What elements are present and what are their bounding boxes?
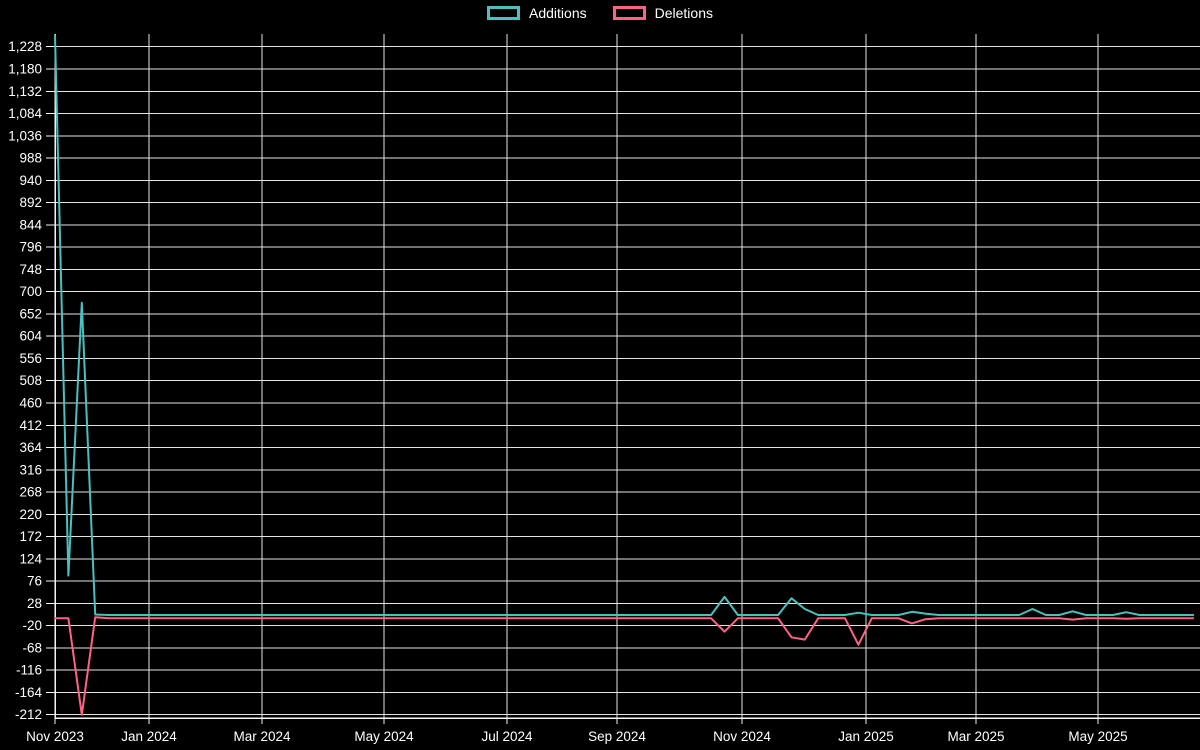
series-line-deletions — [54, 616, 1195, 716]
legend-item-additions[interactable]: Additions — [487, 6, 587, 20]
x-tick-label: Nov 2023 — [26, 729, 84, 744]
y-tick-label: 76 — [27, 574, 42, 589]
y-tick-label: 268 — [19, 485, 42, 500]
y-tick-label: 460 — [19, 396, 42, 411]
y-tick-label: -20 — [22, 618, 42, 633]
y-tick-label: -164 — [15, 685, 43, 700]
y-tick-label: 556 — [19, 351, 42, 366]
legend-label-deletions: Deletions — [654, 5, 713, 21]
y-tick-label: 1,036 — [8, 128, 42, 143]
y-tick-label: 1,228 — [8, 39, 42, 54]
y-tick-label: 172 — [19, 529, 42, 544]
y-tick-label: 364 — [19, 440, 42, 455]
x-tick-label: May 2024 — [354, 729, 414, 744]
x-tick-label: Mar 2024 — [233, 729, 291, 744]
x-tick-label: Jul 2024 — [481, 729, 533, 744]
y-tick-label: 748 — [19, 262, 42, 277]
y-tick-label: 220 — [19, 507, 42, 522]
y-tick-label: 28 — [27, 596, 42, 611]
y-tick-label: 940 — [19, 173, 42, 188]
y-tick-label: -212 — [15, 707, 42, 722]
series-line-additions — [54, 34, 1195, 616]
x-tick-label: May 2025 — [1068, 729, 1127, 744]
y-tick-label: 604 — [19, 329, 42, 344]
legend-item-deletions[interactable]: Deletions — [612, 5, 713, 21]
x-tick-label: Nov 2024 — [713, 729, 771, 744]
x-tick-label: Jan 2025 — [838, 729, 894, 744]
y-tick-label: 1,180 — [8, 61, 42, 76]
y-tick-label: 412 — [19, 418, 42, 433]
chart-legend: Additions Deletions — [0, 6, 1200, 20]
y-tick-label: -68 — [22, 640, 42, 655]
x-tick-label: Jan 2024 — [121, 729, 177, 744]
x-tick-label: Sep 2024 — [588, 729, 646, 744]
additions-swatch-icon — [487, 6, 521, 20]
y-tick-label: 892 — [19, 195, 42, 210]
y-tick-label: 508 — [19, 373, 42, 388]
legend-label-additions: Additions — [529, 5, 587, 21]
deletions-swatch-icon — [612, 6, 646, 20]
x-tick-label: Mar 2025 — [947, 729, 1004, 744]
y-tick-label: 844 — [19, 217, 42, 232]
y-tick-label: 124 — [19, 551, 42, 566]
y-tick-label: 1,084 — [8, 106, 42, 121]
y-tick-label: 700 — [19, 284, 42, 299]
y-tick-label: 796 — [19, 240, 42, 255]
y-tick-label: 316 — [19, 462, 42, 477]
y-tick-label: 1,132 — [8, 84, 42, 99]
y-tick-label: 988 — [19, 151, 42, 166]
y-tick-label: -116 — [16, 663, 42, 678]
y-tick-label: 652 — [19, 306, 42, 321]
